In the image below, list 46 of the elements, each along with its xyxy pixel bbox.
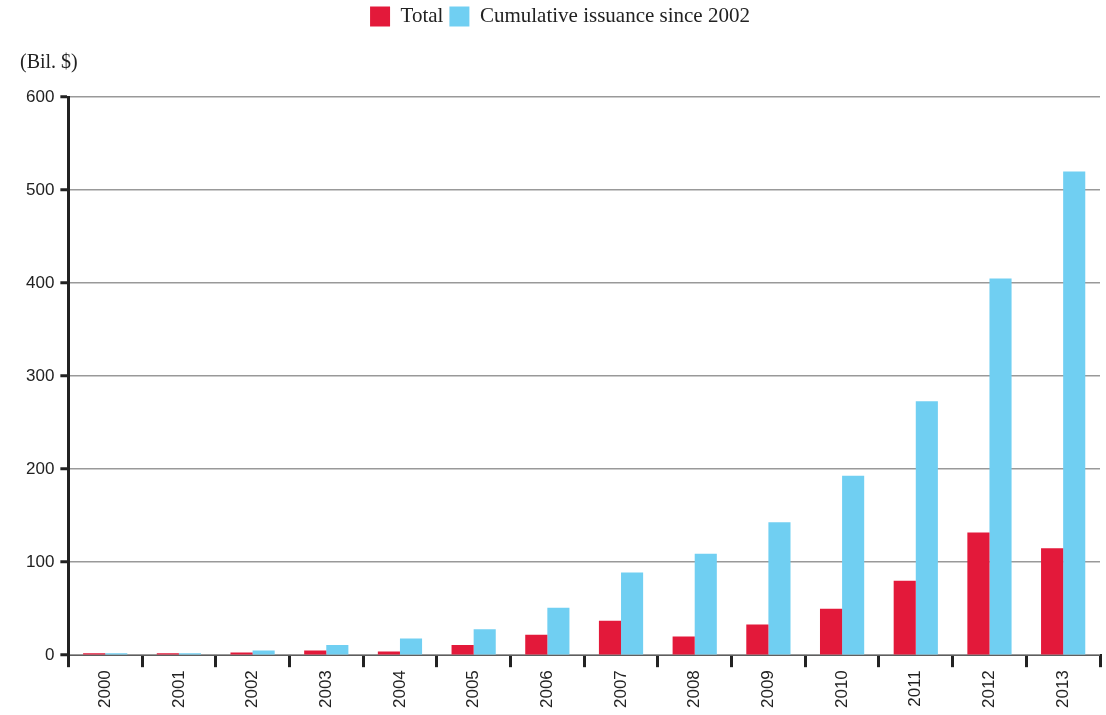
x-tick-label: 2006 [537, 670, 557, 709]
x-tick-label: 2013 [1052, 670, 1072, 709]
x-tick-label: 2011 [905, 670, 925, 707]
y-tick-label: 500 [25, 179, 55, 199]
bar [768, 522, 791, 655]
bar [967, 532, 990, 655]
bar [230, 652, 253, 655]
x-tick-label: 2002 [242, 670, 262, 709]
bar [672, 636, 695, 655]
y-tick-label: 0 [44, 644, 55, 664]
x-tick-label: 2001 [168, 670, 188, 709]
y-tick-label: 200 [25, 458, 55, 478]
bar [547, 607, 570, 655]
x-tick-label: 2009 [758, 670, 778, 709]
bar [1063, 171, 1086, 655]
x-tick-label: 2007 [610, 670, 630, 709]
x-tick-label: 2005 [463, 670, 483, 709]
bar [1041, 548, 1064, 655]
x-tick-label: 2004 [389, 670, 409, 709]
y-tick-label: 400 [25, 272, 55, 292]
bar [893, 580, 916, 655]
y-axis-title: (Bil. $) [20, 50, 78, 74]
bar [451, 644, 474, 655]
bar [473, 629, 496, 655]
legend-label: Cumulative issuance since 2002 [479, 3, 750, 28]
bar [819, 608, 843, 655]
bar [842, 475, 865, 655]
x-tick-label: 2000 [94, 670, 114, 709]
bar [746, 624, 769, 655]
y-tick-label: 300 [25, 365, 55, 385]
bar [694, 553, 717, 655]
bar [525, 634, 548, 655]
y-tick-label: 600 [25, 86, 55, 106]
bar [326, 644, 349, 655]
bar [621, 572, 644, 655]
x-tick-label: 2010 [831, 670, 851, 709]
bar [377, 651, 400, 655]
bar [915, 401, 938, 655]
x-tick-label: 2003 [315, 670, 335, 709]
x-tick-label: 2012 [979, 670, 999, 709]
legend-label: Total [400, 3, 444, 28]
y-tick-label: 100 [25, 551, 55, 571]
bar [989, 278, 1012, 655]
x-tick-label: 2008 [684, 670, 704, 709]
bar [598, 620, 622, 655]
bar [399, 638, 423, 655]
